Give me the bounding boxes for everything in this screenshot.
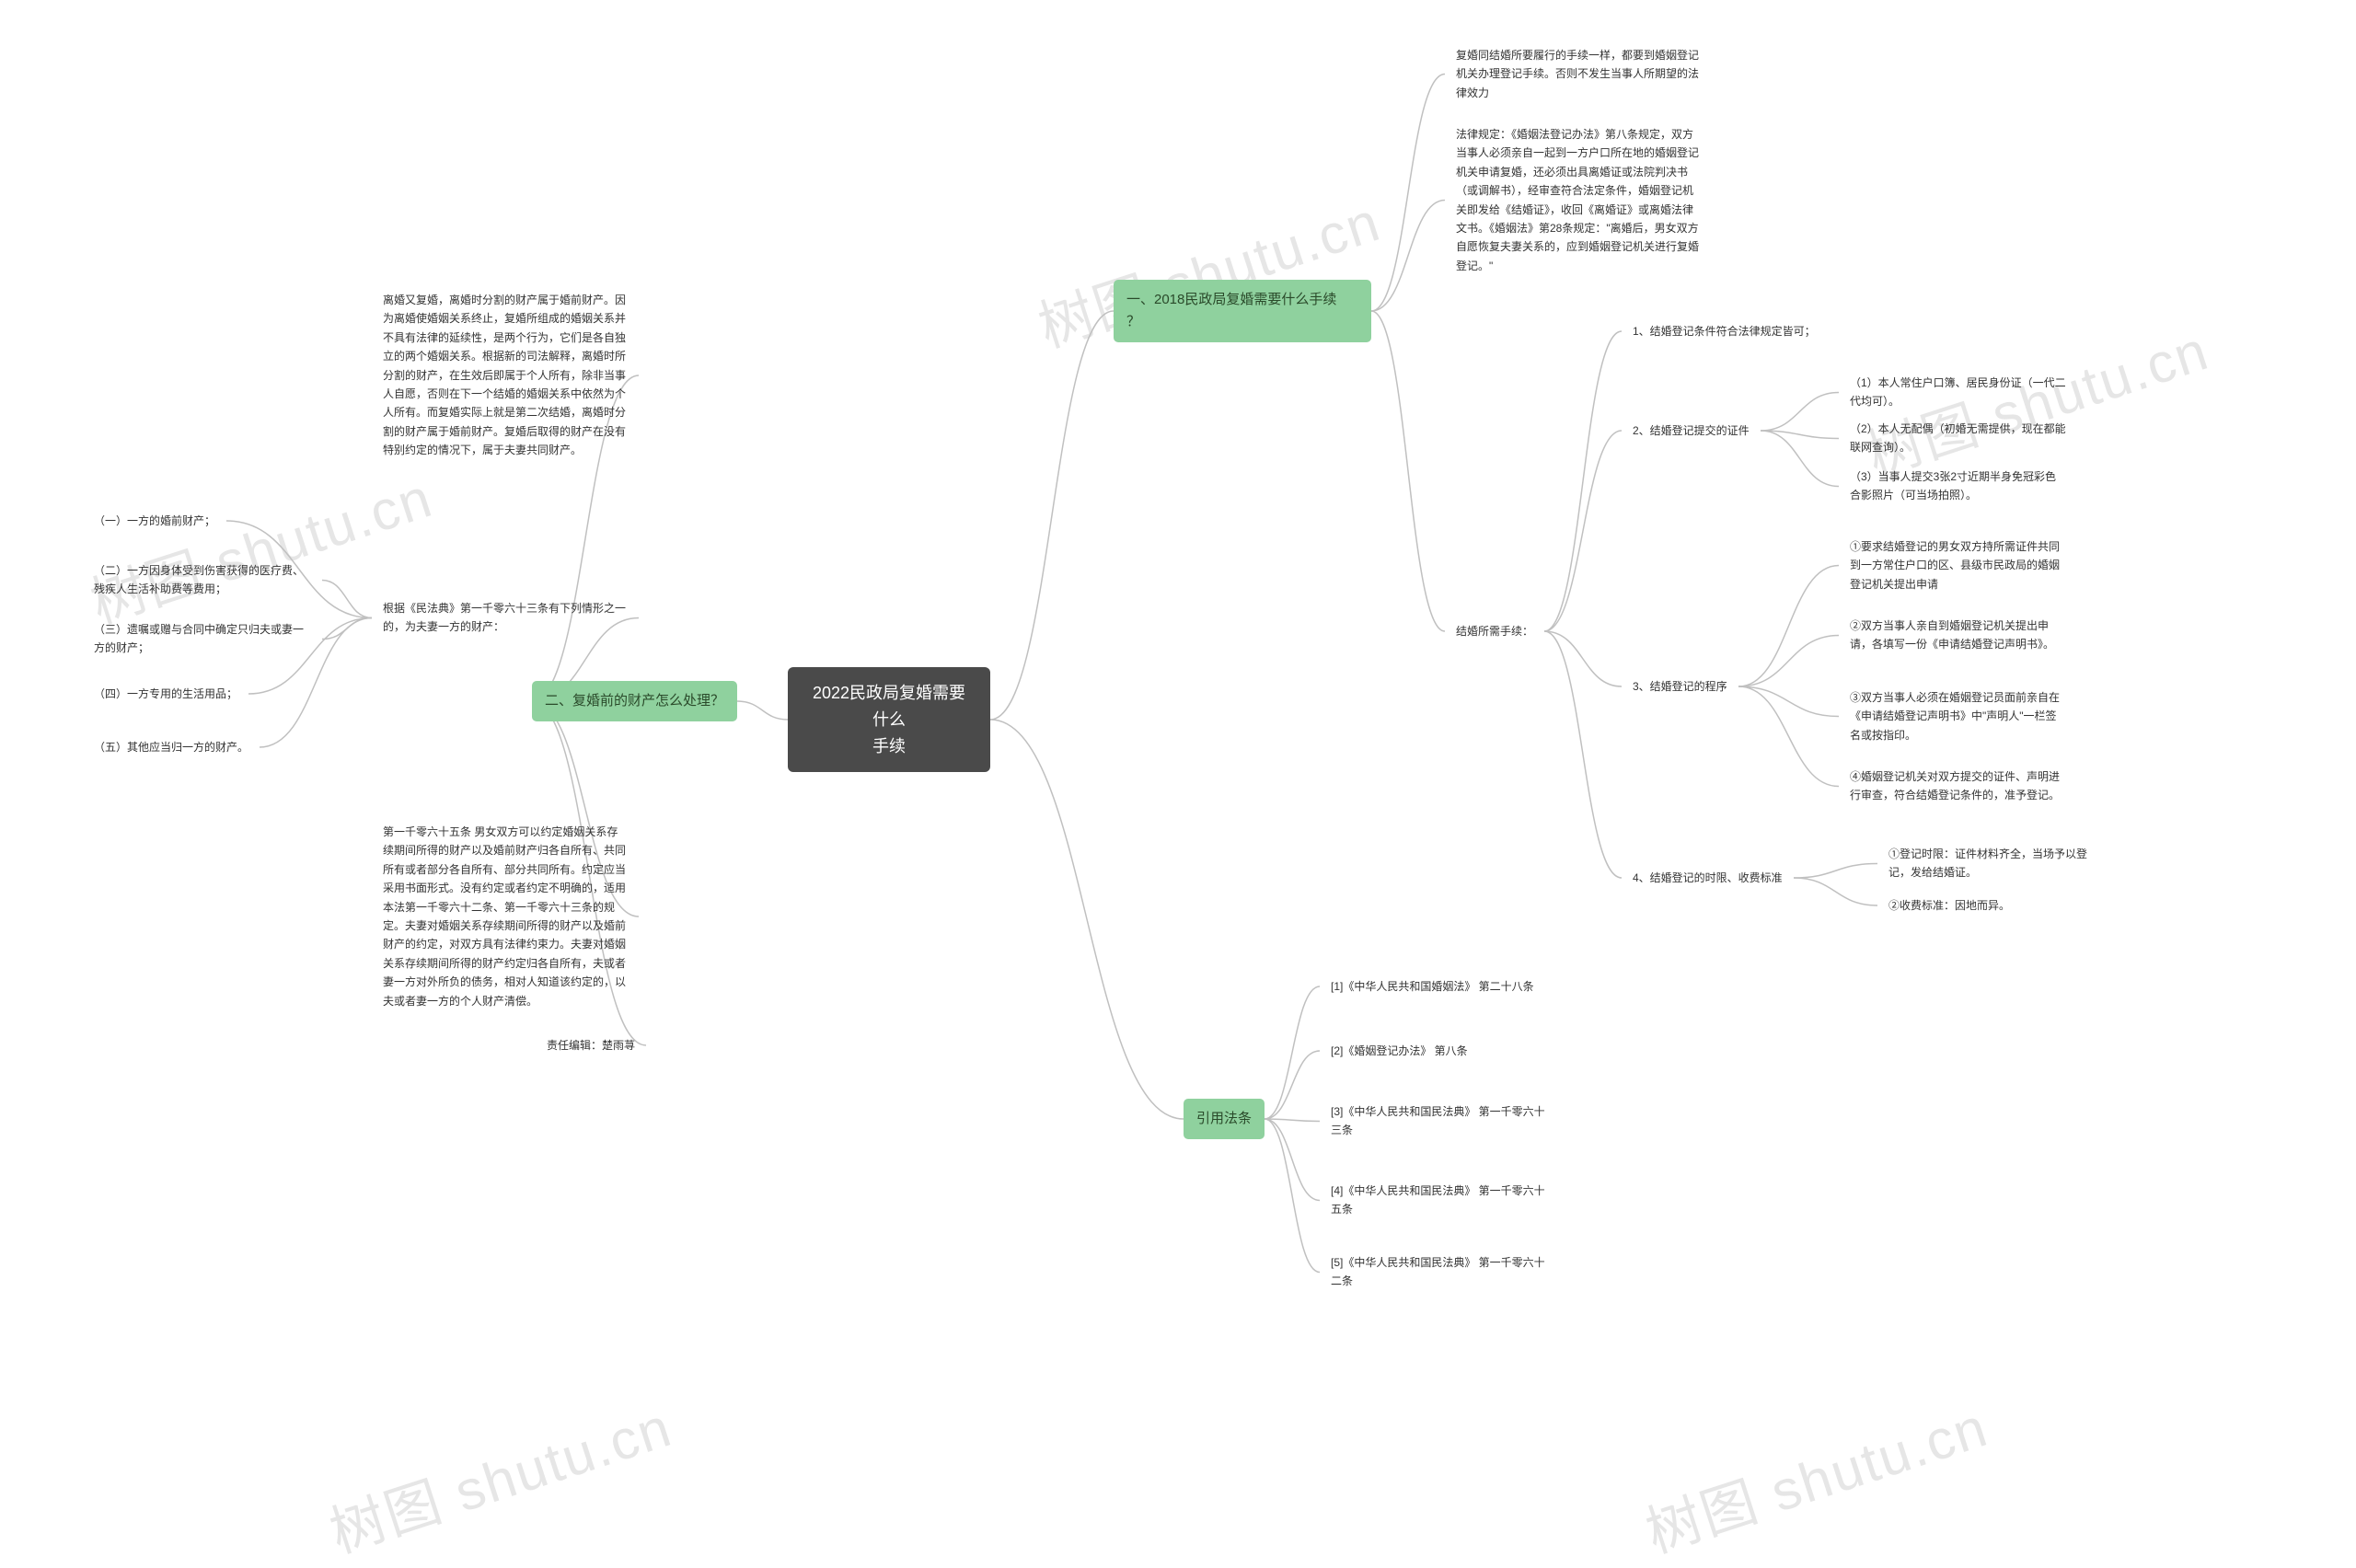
- s1-item2: 法律规定：《婚姻法登记办法》第八条规定，双方当事人必须亲自一起到一方户口所在地的…: [1445, 118, 1712, 282]
- s1-item1: 复婚同结婚所要履行的手续一样，都要到婚姻登记机关办理登记手续。否则不发生当事人所…: [1445, 39, 1712, 110]
- s1-sub-s2-b: （2）本人无配偶（初婚无需提供，现在都能联网查询）。: [1839, 412, 2078, 465]
- watermark: 树图 shutu.cn: [318, 1383, 681, 1568]
- s2-para3: 第一千零六十五条 男女双方可以约定婚姻关系存续期间所得的财产以及婚前财产归各自所…: [372, 815, 639, 1018]
- s2-para2-e: （五）其他应当归一方的财产。: [83, 731, 260, 764]
- s1-sub-s1: 1、结婚登记条件符合法律规定皆可；: [1622, 315, 1827, 348]
- s1-sub-s3-c: ③双方当事人必须在婚姻登记员面前亲自在《申请结婚登记声明书》中"声明人"一栏签名…: [1839, 681, 2078, 752]
- root-title-line1: 2022民政局复婚需要什么: [804, 680, 974, 733]
- s2-para2-d: （四）一方专用的生活用品；: [83, 677, 248, 710]
- s1-sub-s4-label: 4、结婚登记的时限、收费标准: [1622, 861, 1794, 894]
- s2-para2-a: （一）一方的婚前财产；: [83, 504, 226, 537]
- root-node: 2022民政局复婚需要什么 手续: [788, 667, 990, 772]
- branch-section1-line1: 一、2018民政局复婚需要什么手续: [1126, 289, 1358, 311]
- s1-sub-s4-b: ②收费标准：因地而异。: [1877, 889, 2021, 922]
- s1-sub-s2-c: （3）当事人提交3张2寸近期半身免冠彩色合影照片（可当场拍照）。: [1839, 460, 2078, 513]
- s2-para2-label: 根据《民法典》第一千零六十三条有下列情形之一的，为夫妻一方的财产：: [372, 592, 639, 644]
- s2-editor: 责任编辑：楚雨荨: [536, 1029, 646, 1062]
- s2-para2-b: （二）一方因身体受到伤害获得的医疗费、残疾人生活补助费等费用；: [83, 554, 322, 606]
- ref-3: [3]《中华人民共和国民法典》 第一千零六十三条: [1320, 1095, 1559, 1147]
- s1-sub-title: 结婚所需手续：: [1445, 615, 1544, 648]
- s1-sub-s2-a: （1）本人常住户口簿、居民身份证（一代二代均可）。: [1839, 366, 2078, 419]
- s1-sub-s3-d: ④婚姻登记机关对双方提交的证件、声明进行审查，符合结婚登记条件的，准予登记。: [1839, 760, 2078, 813]
- s1-sub-s3-b: ②双方当事人亲自到婚姻登记机关提出申请，各填写一份《申请结婚登记声明书》。: [1839, 609, 2078, 662]
- s1-sub-s3-label: 3、结婚登记的程序: [1622, 670, 1738, 703]
- ref-4: [4]《中华人民共和国民法典》 第一千零六十五条: [1320, 1174, 1559, 1227]
- branch-section1: 一、2018民政局复婚需要什么手续 ？: [1114, 280, 1371, 342]
- s1-sub-s4-a: ①登记时限：证件材料齐全，当场予以登记，发给结婚证。: [1877, 837, 2117, 890]
- ref-2: [2]《婚姻登记办法》 第八条: [1320, 1034, 1479, 1067]
- ref-5: [5]《中华人民共和国民法典》 第一千零六十二条: [1320, 1246, 1559, 1298]
- watermark: 树图 shutu.cn: [1634, 1383, 1997, 1568]
- branch-section2: 二、复婚前的财产怎么处理？: [532, 681, 737, 721]
- s2-para1: 离婚又复婚，离婚时分割的财产属于婚前财产。因为离婚使婚姻关系终止，复婚所组成的婚…: [372, 283, 639, 467]
- s2-para2-c: （三）遗嘱或赠与合同中确定只归夫或妻一方的财产；: [83, 613, 322, 665]
- root-title-line2: 手续: [804, 733, 974, 760]
- s1-sub-s2-label: 2、结婚登记提交的证件: [1622, 414, 1761, 447]
- branch-section1-line2: ？: [1126, 311, 1358, 333]
- s1-sub-s3-a: ①要求结婚登记的男女双方持所需证件共同到一方常住户口的区、县级市民政局的婚姻登记…: [1839, 530, 2078, 601]
- branch-refs: 引用法条: [1184, 1099, 1265, 1139]
- ref-1: [1]《中华人民共和国婚姻法》 第二十八条: [1320, 970, 1545, 1003]
